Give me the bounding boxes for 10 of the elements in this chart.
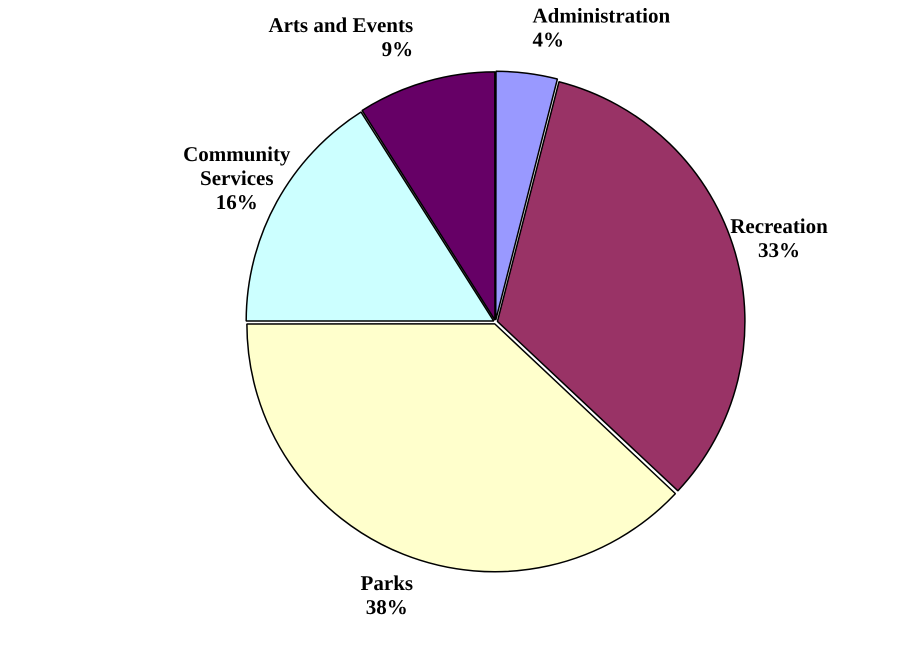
slice-label: Recreation xyxy=(730,214,828,238)
slice-label: Arts and Events xyxy=(268,12,414,37)
data-label: 4% xyxy=(532,28,564,52)
data-label: 9% xyxy=(382,36,414,61)
slice-label: Administration xyxy=(532,4,671,28)
data-label: 38% xyxy=(366,594,408,619)
slice-label: Parks xyxy=(360,570,414,595)
slice-label: Community Services xyxy=(183,142,291,190)
data-label: 33% xyxy=(758,238,800,262)
data-label: 16% xyxy=(216,190,258,214)
